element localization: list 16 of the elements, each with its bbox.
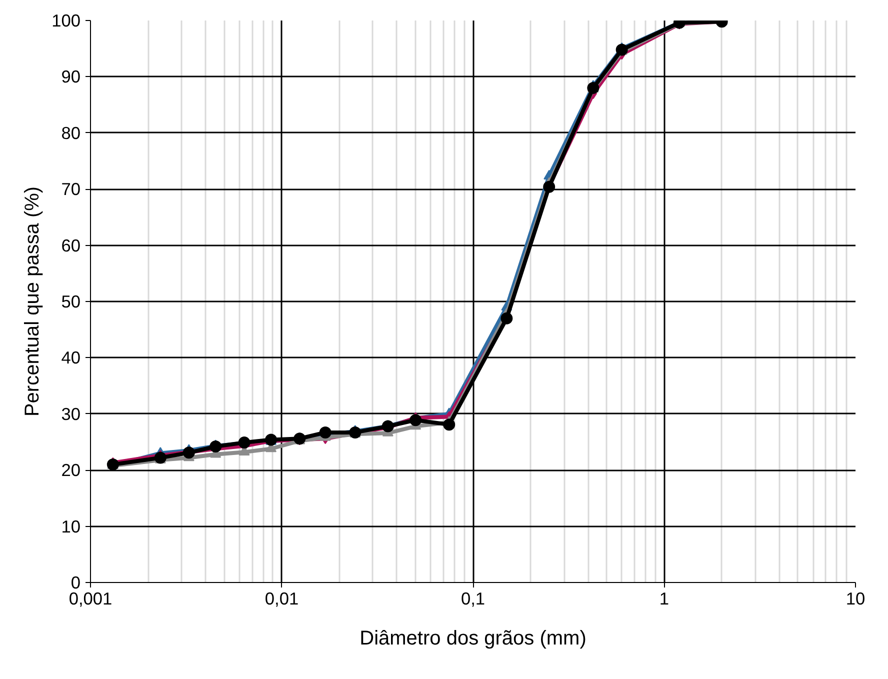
- y-tick-label: 90: [61, 66, 81, 87]
- x-tick-label: 1: [659, 588, 670, 608]
- x-tick-label: 10: [846, 588, 866, 608]
- x-tick-label: 0,1: [460, 588, 486, 608]
- y-tick-label: 40: [61, 348, 81, 368]
- y-tick-label: 100: [52, 10, 81, 30]
- y-tick-label: 10: [61, 516, 81, 536]
- y-axis-title: Percentual que passa (%): [22, 186, 44, 417]
- y-tick-label: 60: [61, 235, 81, 256]
- y-tick-label: 30: [61, 404, 81, 424]
- y-tick-label: 50: [61, 292, 81, 312]
- x-axis-title: Diâmetro dos grãos (mm): [360, 628, 586, 650]
- y-tick-label: 80: [61, 122, 81, 143]
- y-tick-label: 70: [61, 179, 81, 200]
- x-tick-label: 0,01: [264, 588, 299, 608]
- y-tick-label: 20: [61, 460, 81, 480]
